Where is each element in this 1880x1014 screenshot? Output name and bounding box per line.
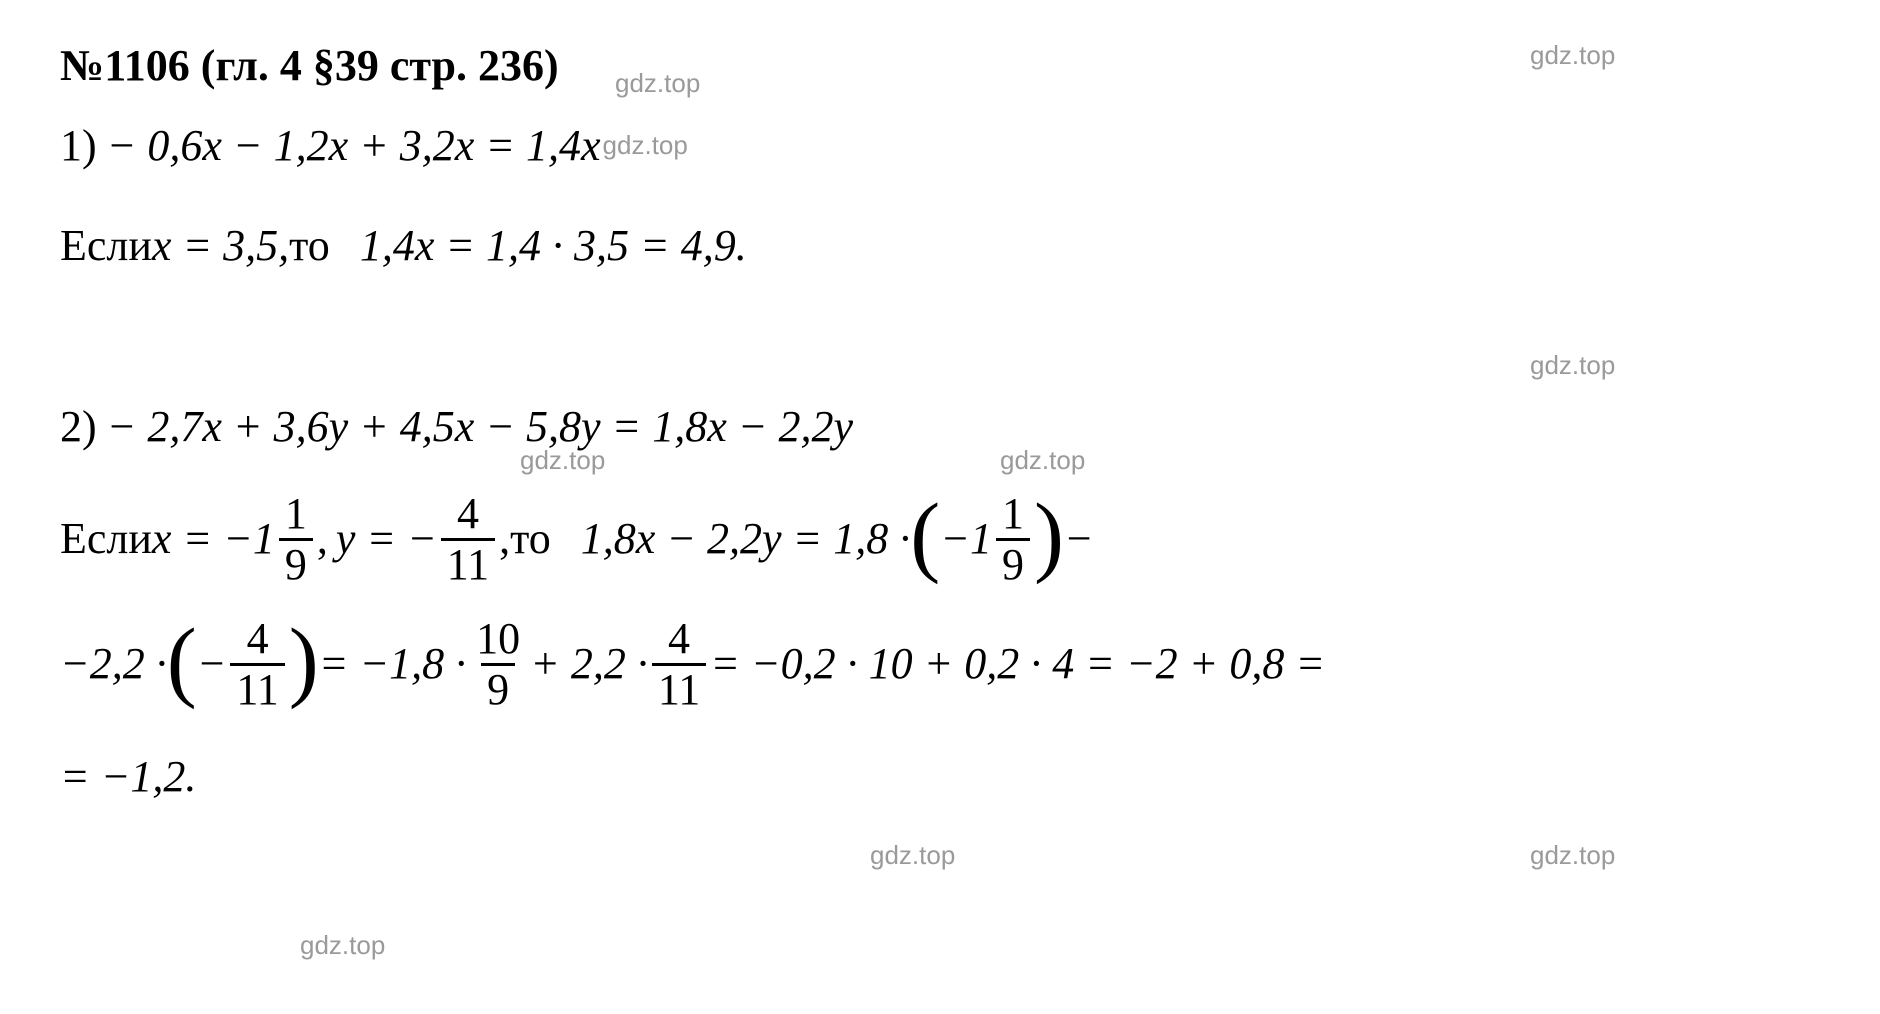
- p1-to: то: [289, 211, 330, 281]
- inner-frac: 1 9: [996, 492, 1030, 587]
- frac-num: 1: [996, 492, 1030, 538]
- p2-to: то: [510, 504, 551, 574]
- frac-num: 4: [451, 492, 485, 538]
- watermark-text: gdz.top: [1530, 840, 1615, 871]
- watermark-inline: gdz.top: [603, 125, 688, 167]
- frac-den: 11: [441, 538, 495, 587]
- l3-frac3: 4 11: [652, 617, 706, 712]
- p2-xlabel: x = −: [152, 504, 253, 574]
- comma: ,: [317, 504, 328, 574]
- p1-condition: Если x = 3,5, то 1,4x = 1,4 · 3,5 = 4,9.: [60, 211, 1820, 281]
- frac-den: 9: [996, 538, 1030, 587]
- comma: ,: [499, 504, 510, 574]
- l4: = −1,2.: [60, 742, 196, 812]
- watermark-text: gdz.top: [870, 840, 955, 871]
- p2-expr: − 2,7x + 3,6y + 4,5x − 5,8y = 1,8x − 2,2…: [107, 392, 853, 462]
- p1-expression: 1) − 0,6x − 1,2x + 3,2x = 1,4x gdz.top: [60, 111, 1820, 181]
- p2-condition: Если x = − 1 1 9 , y = − 4 11 , то 1,8x …: [60, 492, 1820, 587]
- paren-close: ): [289, 629, 319, 692]
- l3a: −2,2 ·: [60, 629, 167, 699]
- paren-open: (: [910, 504, 940, 567]
- frac-den: 9: [279, 538, 313, 587]
- l3c: + 2,2 ·: [530, 629, 648, 699]
- paren-close: ): [1034, 504, 1064, 567]
- p2-x-mixed: 1 1 9: [253, 492, 317, 587]
- l3d: = −0,2 · 10 + 0,2 · 4 = −2 + 0,8 =: [710, 629, 1325, 699]
- p2-expression: 2) − 2,7x + 3,6y + 4,5x − 5,8y = 1,8x − …: [60, 392, 1820, 462]
- p2-line3: −2,2 · ( − 4 11 ) = −1,8 · 10 9 + 2,2 · …: [60, 617, 1820, 712]
- frac-den: 9: [481, 663, 515, 712]
- p1-xeq: x = 3,5,: [152, 211, 289, 281]
- p2-mid1: 1,8x − 2,2y = 1,8 ·: [581, 504, 910, 574]
- l3-inner-minus: −: [197, 629, 227, 699]
- p1-if: Если: [60, 211, 152, 281]
- frac-num: 4: [662, 617, 696, 663]
- p2-if: Если: [60, 504, 152, 574]
- p2-inner-mixed: 1 1 9: [970, 492, 1034, 587]
- l3-frac2: 10 9: [470, 617, 526, 712]
- watermark-text: gdz.top: [300, 930, 385, 961]
- p2-ylabel: y = −: [336, 504, 437, 574]
- p2-x-whole: 1: [253, 504, 275, 574]
- frac-num: 10: [470, 617, 526, 663]
- frac-den: 11: [652, 663, 706, 712]
- frac-num: 4: [241, 617, 275, 663]
- trail-minus: −: [1064, 504, 1094, 574]
- problem-heading: №1106 (гл. 4 §39 стр. 236): [60, 40, 1820, 91]
- inner-minus: −: [940, 504, 970, 574]
- inner-whole: 1: [970, 504, 992, 574]
- l3b: = −1,8 ·: [319, 629, 466, 699]
- p2-line4: = −1,2.: [60, 742, 1820, 812]
- p1-result: 1,4x = 1,4 · 3,5 = 4,9.: [360, 211, 747, 281]
- frac-den: 11: [230, 663, 284, 712]
- p2-y-frac: 4 11: [441, 492, 495, 587]
- p2-x-frac: 1 9: [279, 492, 313, 587]
- p2-num: 2): [60, 392, 97, 462]
- frac-num: 1: [279, 492, 313, 538]
- p1-num: 1): [60, 111, 97, 181]
- p1-expr: − 0,6x − 1,2x + 3,2x = 1,4x: [107, 111, 601, 181]
- l3-frac1: 4 11: [230, 617, 284, 712]
- paren-open: (: [167, 629, 197, 692]
